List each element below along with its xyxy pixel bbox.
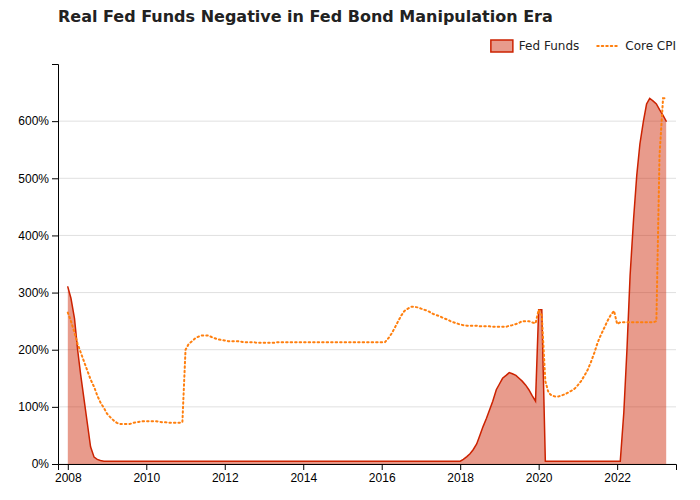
y-tick: 0% <box>32 457 58 471</box>
chart: 2008 2010 2012 2014 2016 2018 2020 2022 0% 100% 20… <box>0 0 700 500</box>
y-tick: 600% <box>18 114 58 128</box>
grid-line <box>58 349 676 350</box>
tick-label: 600% <box>18 114 49 128</box>
y-axis: 0% 100% 200% 300% 400% 500% 600% <box>18 65 58 472</box>
plot-area: 2008 2010 2012 2014 2016 2018 2020 2022 0% 100% 20… <box>18 65 676 485</box>
tick-mark <box>52 350 58 351</box>
y-tick: 100% <box>18 400 58 414</box>
grid-line <box>58 292 676 293</box>
tick-mark <box>539 464 540 470</box>
tick-mark <box>52 293 58 294</box>
tick-label: 2018 <box>447 471 474 485</box>
x-tick: 2020 <box>526 464 553 485</box>
area <box>68 98 666 464</box>
x-axis: 2008 2010 2012 2014 2016 2018 2020 2022 <box>55 464 677 485</box>
tick-mark <box>382 464 383 470</box>
tick-label: 500% <box>18 172 49 186</box>
tick-label: 2014 <box>290 471 317 485</box>
tick-label: 2012 <box>212 471 239 485</box>
x-tick: 2022 <box>604 464 631 485</box>
tick-mark <box>52 178 58 179</box>
axis-line <box>59 465 677 471</box>
legend: Fed Funds Core CPI <box>491 39 676 53</box>
tick-mark <box>52 121 58 122</box>
grid-line <box>58 121 676 122</box>
tick-mark <box>303 464 304 470</box>
tick-label: 2020 <box>526 471 553 485</box>
legend-swatch <box>597 45 619 47</box>
tick-mark <box>146 464 147 470</box>
legend-swatch <box>491 40 513 52</box>
tick-label: 400% <box>18 229 49 243</box>
tick-label: 2022 <box>604 471 631 485</box>
x-tick: 2014 <box>290 464 317 485</box>
y-tick: 300% <box>18 286 58 300</box>
x-tick: 2010 <box>133 464 160 485</box>
grid <box>58 121 676 464</box>
title: Real Fed Funds Negative in Fed Bond Mani… <box>58 7 553 26</box>
tick-mark <box>225 464 226 470</box>
legend-label: Core CPI <box>625 39 676 53</box>
tick-mark <box>460 464 461 470</box>
tick-mark <box>52 407 58 408</box>
tick-label: 2008 <box>55 471 82 485</box>
tick-label: 2010 <box>133 471 160 485</box>
tick-label: 300% <box>18 286 49 300</box>
x-tick: 2008 <box>55 464 82 485</box>
marks <box>68 98 666 464</box>
tick-label: 0% <box>32 457 50 471</box>
tick-mark <box>617 464 618 470</box>
y-tick: 200% <box>18 343 58 357</box>
legend-item: Core CPI <box>597 39 676 53</box>
axis-line <box>52 65 59 465</box>
y-tick: 400% <box>18 229 58 243</box>
tick-label: 2016 <box>369 471 396 485</box>
grid-line <box>58 406 676 407</box>
grid-line <box>58 235 676 236</box>
tick-mark <box>68 464 69 470</box>
grid-line <box>58 178 676 179</box>
tick-mark <box>52 464 58 465</box>
legend-item: Fed Funds <box>491 39 579 53</box>
x-tick: 2016 <box>369 464 396 485</box>
tick-label: 100% <box>18 400 49 414</box>
legend-label: Fed Funds <box>519 39 579 53</box>
tick-label: 200% <box>18 343 49 357</box>
y-tick: 500% <box>18 172 58 186</box>
x-tick: 2018 <box>447 464 474 485</box>
tick-mark <box>52 235 58 236</box>
line <box>68 98 666 461</box>
line <box>68 98 666 424</box>
x-tick: 2012 <box>212 464 239 485</box>
